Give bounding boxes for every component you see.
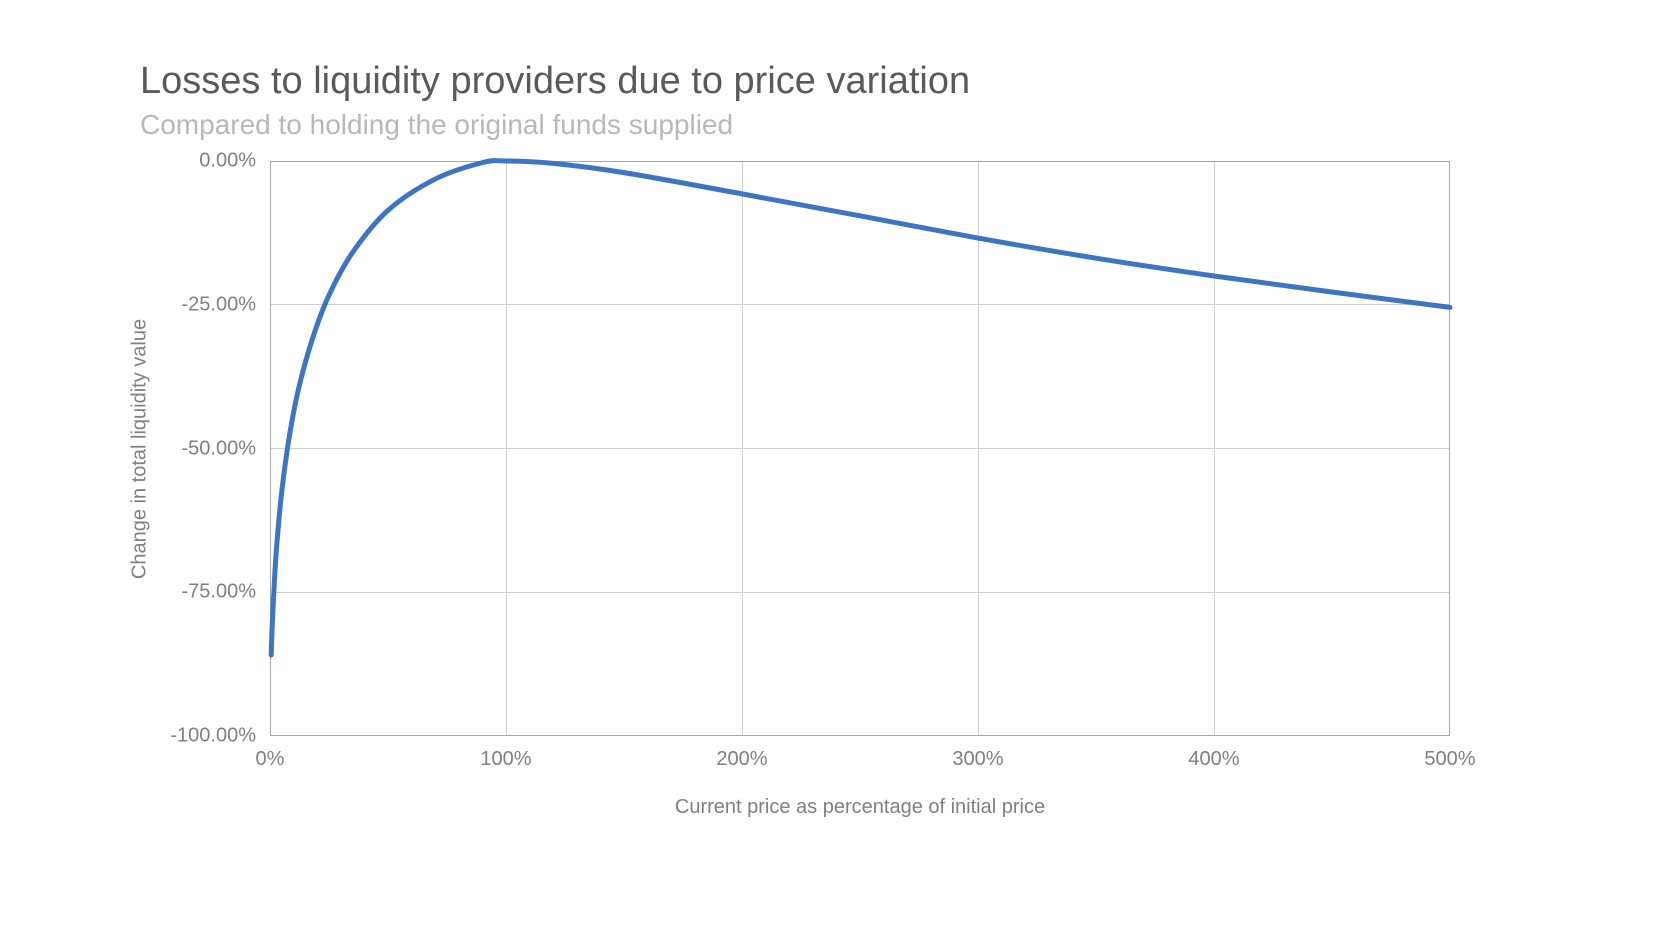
x-tick-label: 500% [1424, 736, 1475, 771]
y-tick-label: -25.00% [182, 293, 271, 316]
chart-container: Losses to liquidity providers due to pri… [140, 60, 1540, 161]
x-tick-label: 400% [1188, 736, 1239, 771]
plot-area: 0.00%-25.00%-50.00%-75.00%-100.00%0%100%… [270, 161, 1450, 736]
chart-title: Losses to liquidity providers due to pri… [140, 60, 1540, 103]
x-tick-label: 300% [952, 736, 1003, 771]
x-axis-title: Current price as percentage of initial p… [675, 796, 1045, 819]
x-tick-label: 100% [480, 736, 531, 771]
y-axis-title: Change in total liquidity value [129, 318, 152, 578]
series-line [271, 161, 1450, 655]
x-tick-label: 200% [716, 736, 767, 771]
y-tick-label: 0.00% [199, 150, 270, 173]
line-layer [270, 161, 1450, 736]
y-tick-label: -75.00% [182, 581, 271, 604]
x-tick-label: 0% [256, 736, 285, 771]
y-tick-label: -50.00% [182, 437, 271, 460]
chart-subtitle: Compared to holding the original funds s… [140, 109, 1540, 141]
